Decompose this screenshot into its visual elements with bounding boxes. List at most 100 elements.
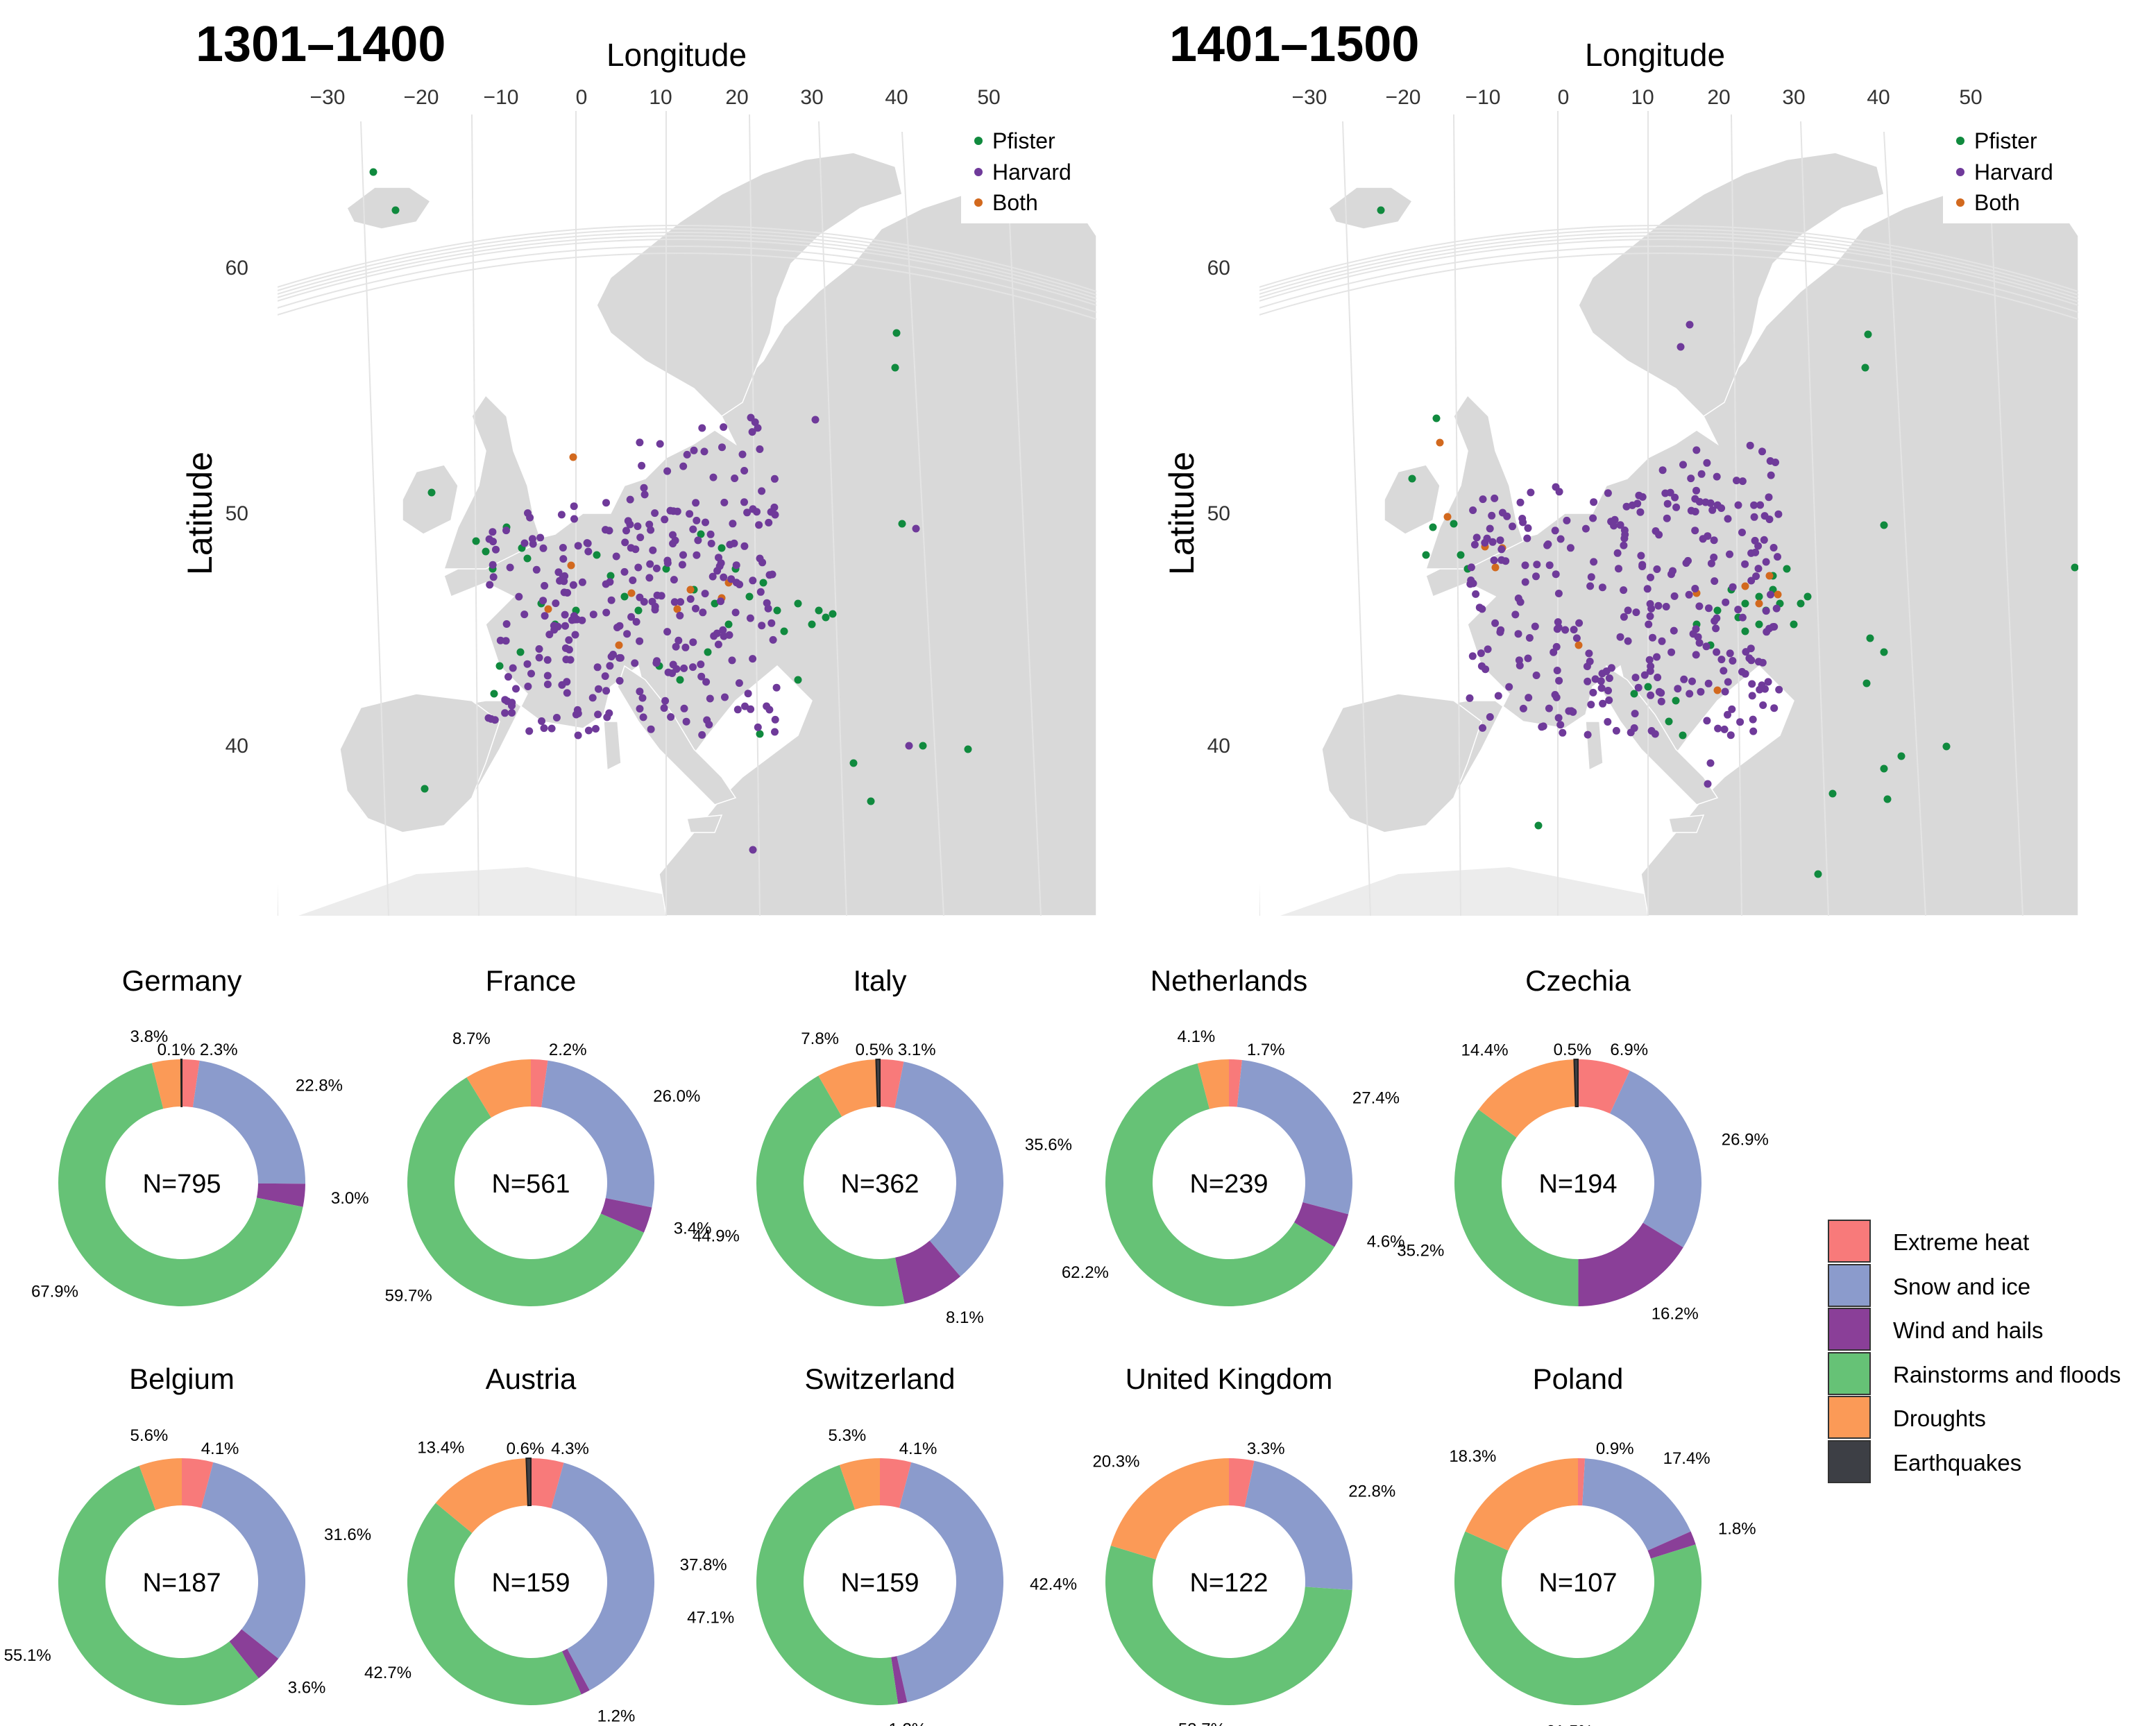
site-point-harvard <box>692 604 699 613</box>
site-point-harvard <box>502 637 510 645</box>
donut-n-label: N=159 <box>840 1569 919 1598</box>
site-point-harvard <box>1703 717 1711 725</box>
donut-percent-label: 1.7% <box>1247 1041 1285 1059</box>
site-point-harvard <box>1692 486 1700 495</box>
site-point-harvard <box>504 673 512 681</box>
donut-percent-label: 13.4% <box>417 1438 464 1457</box>
site-point-harvard <box>565 636 573 644</box>
site-point-harvard <box>1466 694 1474 702</box>
site-point-harvard <box>1688 677 1696 685</box>
site-point-harvard <box>508 709 516 717</box>
site-point-harvard <box>715 554 722 562</box>
site-point-pfister <box>849 759 858 767</box>
site-point-harvard <box>1760 536 1768 544</box>
site-point-pfister <box>718 544 726 552</box>
map-period-title: 1301–1400 <box>196 17 445 72</box>
site-point-harvard <box>1653 653 1661 661</box>
site-point-harvard <box>669 540 677 548</box>
site-point-harvard <box>1491 619 1500 627</box>
site-point-harvard <box>694 536 702 545</box>
lon-tick-labels: −30 −20 −10 0 10 20 30 40 50 <box>310 86 1001 109</box>
site-point-harvard <box>554 568 563 576</box>
site-point-harvard <box>699 608 707 617</box>
donut-slice-earthquakes <box>180 1058 183 1108</box>
site-point-harvard <box>634 522 642 531</box>
site-point-harvard <box>1469 506 1477 514</box>
site-point-harvard <box>1653 565 1661 573</box>
site-point-harvard <box>501 709 509 717</box>
site-point-harvard <box>730 539 738 547</box>
map-graticule-line <box>1259 225 2078 292</box>
site-point-harvard <box>649 546 657 554</box>
lon-tick: 20 <box>1707 86 1730 109</box>
site-point-harvard <box>1658 466 1667 475</box>
site-point-harvard <box>717 597 724 606</box>
map-graticule-line <box>1259 246 2078 313</box>
site-point-harvard <box>520 610 529 619</box>
site-point-harvard <box>1486 713 1494 721</box>
site-point-harvard <box>1622 502 1631 511</box>
site-point-harvard <box>1486 524 1494 533</box>
donut-n-label: N=194 <box>1538 1170 1617 1199</box>
site-point-harvard <box>708 572 717 581</box>
site-point-harvard <box>1654 601 1663 610</box>
donut-slice-snow-ice <box>192 1060 306 1184</box>
site-point-harvard <box>584 539 592 547</box>
site-point-harvard <box>552 599 560 608</box>
site-point-harvard <box>1634 683 1643 692</box>
site-point-harvard <box>526 513 534 522</box>
site-point-harvard <box>1494 692 1502 700</box>
donut-slice-snow-ice <box>201 1462 305 1659</box>
site-point-pfister <box>711 599 719 608</box>
donut-slice-snow-ice <box>551 1462 654 1691</box>
map-graticule-line <box>1259 232 2078 299</box>
site-point-harvard <box>1620 534 1629 542</box>
site-point-harvard <box>657 592 665 600</box>
lon-tick: −10 <box>1466 86 1501 109</box>
site-point-pfister <box>898 520 906 528</box>
site-point-harvard <box>1505 683 1513 691</box>
site-point-pfister <box>2071 563 2078 572</box>
site-point-harvard <box>1498 509 1506 517</box>
site-point-pfister <box>606 572 615 580</box>
site-point-harvard <box>489 573 498 581</box>
site-point-harvard <box>1551 691 1559 699</box>
map-geography <box>278 111 1096 916</box>
site-point-harvard <box>677 598 685 606</box>
site-point-harvard <box>1692 625 1700 633</box>
site-point-harvard <box>489 528 497 536</box>
site-point-pfister <box>1755 620 1763 629</box>
site-point-harvard <box>1602 667 1611 676</box>
site-point-harvard <box>1616 633 1624 641</box>
site-point-harvard <box>1691 585 1699 592</box>
map-body <box>278 111 1096 916</box>
donut-percent-label: 3.4% <box>674 1220 712 1238</box>
site-point-harvard <box>485 535 493 543</box>
map-land <box>1321 693 1482 833</box>
site-point-harvard <box>676 611 684 620</box>
site-point-harvard <box>770 475 779 483</box>
site-point-harvard <box>1561 626 1570 634</box>
site-point-harvard <box>602 687 611 695</box>
site-point-harvard <box>515 592 523 601</box>
site-point-harvard <box>556 576 564 585</box>
site-point-pfister <box>1862 679 1871 687</box>
site-point-harvard <box>1707 559 1715 567</box>
site-point-harvard <box>1599 699 1607 708</box>
site-point-harvard <box>602 499 610 507</box>
site-point-pfister <box>482 547 490 556</box>
site-point-harvard <box>543 681 552 688</box>
site-point-harvard <box>721 693 729 701</box>
site-point-harvard <box>1713 614 1721 622</box>
site-point-harvard <box>683 450 691 459</box>
donut-n-label: N=187 <box>142 1569 221 1598</box>
site-point-harvard <box>1749 727 1758 735</box>
site-point-harvard <box>1575 619 1584 627</box>
legend-swatch-snow-ice <box>1828 1264 1871 1307</box>
map-land <box>346 187 432 230</box>
lat-tick: 50 <box>226 502 248 525</box>
donut-percent-label: 4.1% <box>201 1439 239 1458</box>
site-point-harvard <box>1553 625 1561 633</box>
site-point-harvard <box>1570 626 1578 634</box>
lon-tick: −20 <box>1386 86 1421 109</box>
